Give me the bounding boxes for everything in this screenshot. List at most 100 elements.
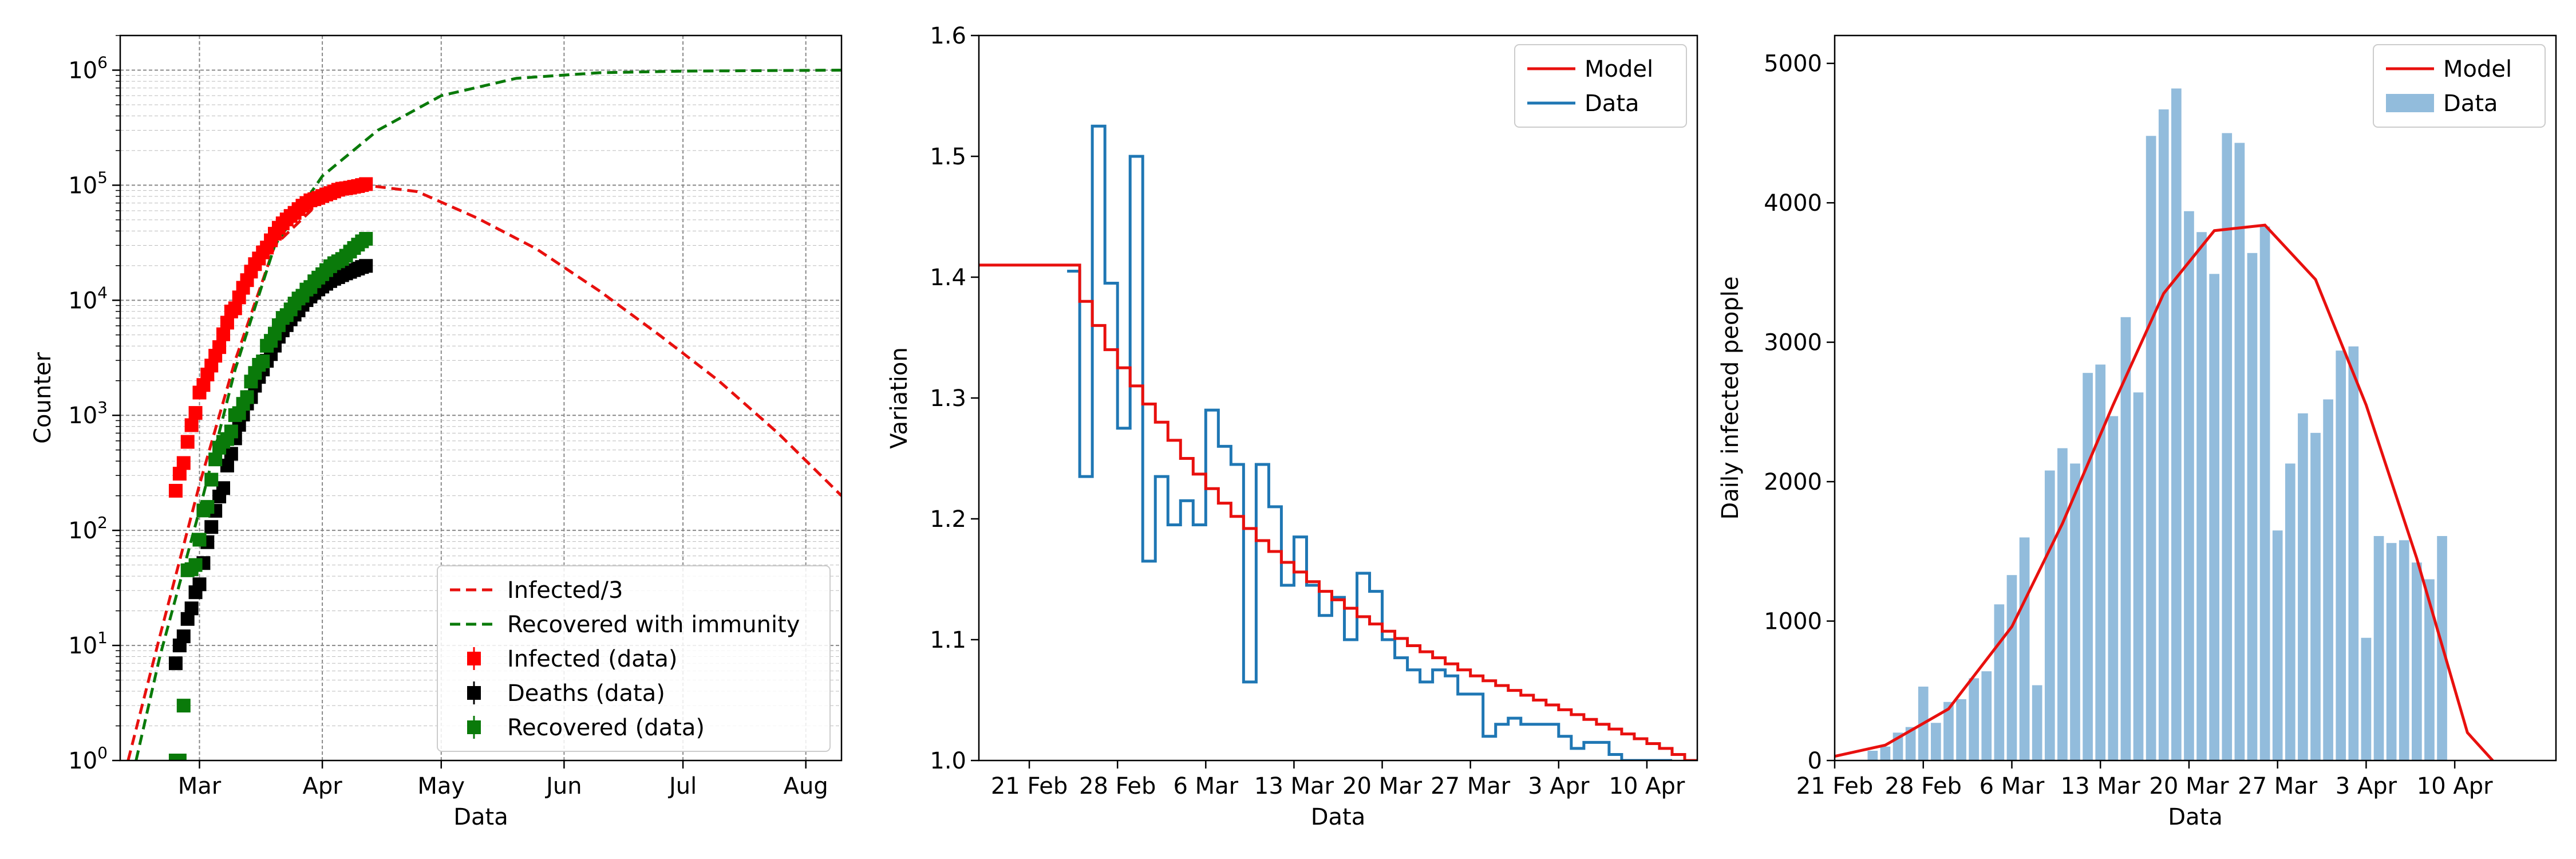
legend-label: Model bbox=[2443, 56, 2512, 82]
y-tick-base: 10 bbox=[68, 403, 97, 429]
bar bbox=[2361, 637, 2372, 761]
x-tick-label: 3 Apr bbox=[2336, 773, 2397, 799]
data-point-3 bbox=[168, 656, 183, 671]
legend-label: Infected/3 bbox=[507, 577, 623, 604]
y-tick-base: 10 bbox=[68, 287, 97, 314]
y-tick-label: 4000 bbox=[1764, 190, 1822, 216]
x-tick-label: 10 Apr bbox=[1609, 773, 1685, 799]
y-tick-exponent: 6 bbox=[97, 53, 108, 72]
x-tick-label: 13 Mar bbox=[2061, 773, 2141, 799]
legend-label: Recovered with immunity bbox=[507, 612, 800, 638]
bar bbox=[2323, 399, 2333, 761]
y-tick-label: 100 bbox=[68, 743, 108, 774]
model-curve bbox=[1835, 223, 2494, 761]
legend-label: Data bbox=[1585, 90, 1639, 117]
y-tick-exponent: 3 bbox=[97, 398, 108, 417]
y-tick-label: 102 bbox=[68, 513, 108, 544]
data-point-4 bbox=[208, 452, 223, 467]
series-line-model bbox=[979, 263, 1697, 761]
data-point-3 bbox=[204, 520, 219, 534]
legend-label: Deaths (data) bbox=[507, 680, 665, 707]
x-axis-label: Data bbox=[453, 804, 508, 830]
bar bbox=[2247, 253, 2258, 761]
x-tick-label: 20 Mar bbox=[2149, 773, 2229, 799]
x-tick-label: 10 Apr bbox=[2417, 773, 2493, 799]
bar bbox=[2120, 317, 2131, 761]
bar bbox=[2285, 463, 2296, 761]
x-tick-label: Jun bbox=[544, 773, 582, 799]
data-point-2 bbox=[188, 406, 203, 420]
y-tick-label: 106 bbox=[68, 53, 108, 84]
data-point-2 bbox=[180, 435, 195, 449]
data-point-2 bbox=[212, 340, 227, 354]
bar bbox=[2108, 416, 2119, 761]
x-tick-label: 3 Apr bbox=[1528, 773, 1590, 799]
y-tick-label: 5000 bbox=[1764, 51, 1822, 77]
data-point-2 bbox=[359, 177, 373, 191]
x-tick-label: 13 Mar bbox=[1254, 773, 1334, 799]
y-tick-label: 1.0 bbox=[930, 748, 966, 774]
bar bbox=[1981, 671, 1992, 761]
data-point-4 bbox=[176, 699, 191, 713]
y-tick-label: 101 bbox=[68, 628, 108, 659]
series-line-data bbox=[1067, 124, 1672, 761]
x-axis-label: Data bbox=[1311, 804, 1366, 830]
legend-label: Infected (data) bbox=[507, 646, 678, 672]
y-tick-base: 10 bbox=[68, 518, 97, 544]
data-point-2 bbox=[184, 418, 199, 432]
data-point-4 bbox=[256, 354, 270, 369]
legend-label: Data bbox=[2443, 90, 2498, 117]
bar bbox=[2348, 346, 2359, 761]
bar bbox=[2171, 88, 2182, 761]
bar bbox=[2146, 136, 2156, 761]
bar bbox=[1969, 678, 1979, 761]
y-tick-label: 0 bbox=[1808, 748, 1822, 774]
y-tick-base: 10 bbox=[68, 748, 97, 774]
y-tick-label: 3000 bbox=[1764, 330, 1822, 356]
axes-frame bbox=[1834, 34, 2557, 762]
bar bbox=[2184, 211, 2194, 761]
data-point-3 bbox=[176, 629, 191, 644]
daily-infected-chart: 21 Feb 28 Feb 6 Mar 13 Mar 20 Mar 27 Mar 3 Apr… bbox=[1717, 34, 2557, 830]
y-axis-label: Variation bbox=[886, 347, 912, 448]
y-tick-label: 1.2 bbox=[930, 506, 966, 533]
y-tick-exponent: 4 bbox=[97, 283, 108, 302]
data-point-4 bbox=[192, 533, 207, 547]
x-tick-label: 28 Feb bbox=[1885, 773, 1962, 799]
y-tick-base: 10 bbox=[68, 57, 97, 84]
x-tick-label: 21 Feb bbox=[991, 773, 1068, 799]
legend-label: Recovered (data) bbox=[507, 715, 705, 741]
bar bbox=[2133, 392, 2144, 761]
y-tick-label: 2000 bbox=[1764, 469, 1822, 495]
bar bbox=[2019, 537, 2030, 761]
x-tick-label: Aug bbox=[784, 773, 828, 799]
legend bbox=[1514, 44, 1687, 128]
data-point-3 bbox=[220, 458, 234, 472]
x-tick-label: Jul bbox=[667, 773, 697, 799]
bar bbox=[2222, 133, 2233, 761]
data-point-3 bbox=[224, 447, 238, 461]
x-tick-label: 6 Mar bbox=[1980, 773, 2045, 799]
axes-frame bbox=[119, 34, 843, 762]
y-tick-label: 1.4 bbox=[930, 265, 966, 291]
y-tick-base: 10 bbox=[68, 633, 97, 659]
legend-label: Model bbox=[1585, 56, 1653, 82]
data-point-3 bbox=[359, 259, 373, 273]
bar bbox=[2399, 540, 2409, 761]
data-point-3 bbox=[192, 577, 207, 592]
data-point-4 bbox=[204, 472, 219, 487]
y-tick-label: 1.6 bbox=[930, 23, 966, 49]
y-tick-label: 1000 bbox=[1764, 609, 1822, 635]
variation-chart: 21 Feb 28 Feb 6 Mar 13 Mar 20 Mar 27 Mar 3 Apr… bbox=[886, 23, 1698, 830]
bar bbox=[1943, 702, 1954, 761]
legend-swatch bbox=[467, 720, 481, 734]
y-axis-label: Counter bbox=[30, 352, 56, 444]
bar bbox=[2310, 432, 2321, 761]
bar bbox=[2424, 579, 2435, 761]
bar bbox=[2373, 536, 2384, 761]
data-point-4 bbox=[188, 558, 203, 572]
data-point-4 bbox=[224, 424, 238, 439]
y-tick-base: 10 bbox=[68, 172, 97, 199]
bar bbox=[2412, 562, 2422, 761]
